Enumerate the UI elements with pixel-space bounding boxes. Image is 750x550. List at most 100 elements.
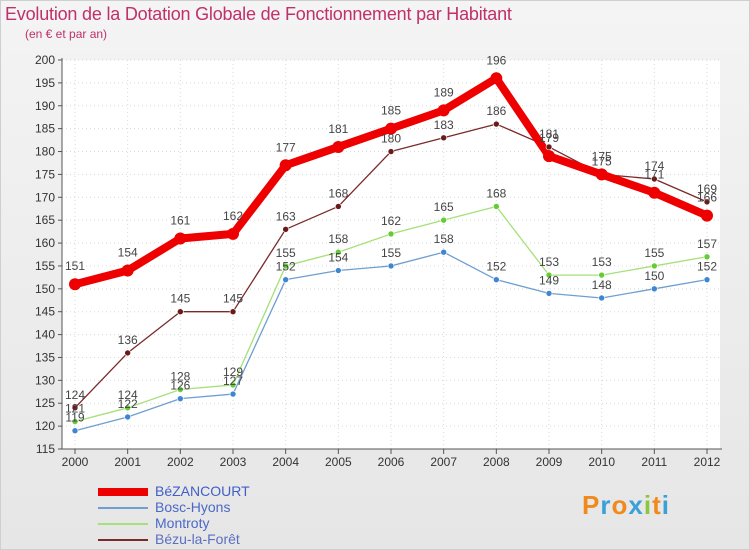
data-point	[335, 267, 342, 274]
logo-letter: o	[611, 490, 629, 520]
data-label: 128	[170, 370, 190, 384]
data-point	[335, 248, 342, 256]
y-tick-label: 155	[35, 259, 55, 273]
data-label: 186	[486, 104, 506, 118]
data-label: 119	[65, 411, 84, 425]
logo-letter: i	[661, 490, 670, 520]
data-point	[703, 253, 711, 261]
y-tick-label: 170	[35, 190, 55, 204]
data-point	[545, 143, 553, 151]
data-label: 122	[118, 397, 138, 411]
data-point	[124, 349, 131, 357]
data-label: 124	[118, 388, 138, 402]
data-label: 152	[486, 260, 506, 274]
y-tick-label: 135	[35, 350, 55, 364]
y-tick-label: 130	[35, 373, 55, 387]
data-label: 196	[486, 53, 506, 67]
x-tick-label: 2012	[694, 455, 721, 469]
data-label: 152	[276, 260, 296, 274]
y-tick-label: 150	[35, 282, 55, 296]
data-point	[545, 271, 553, 279]
legend-swatch	[98, 507, 148, 509]
data-point	[387, 262, 395, 270]
data-label: 145	[223, 292, 243, 306]
x-tick-label: 2011	[641, 455, 667, 469]
data-label: 158	[434, 232, 454, 246]
y-tick-label: 185	[35, 122, 55, 136]
data-point	[229, 390, 237, 398]
data-label: 126	[170, 379, 190, 393]
legend-item[interactable]: Bosc-Hyons	[98, 499, 358, 516]
x-tick-label: 2007	[430, 455, 457, 469]
data-point	[229, 308, 237, 316]
data-label: 162	[223, 209, 243, 223]
data-label: 129	[223, 365, 243, 379]
data-label: 171	[644, 168, 664, 182]
legend-item[interactable]: Montroty	[98, 515, 358, 532]
data-point	[229, 381, 237, 389]
logo-letter: i	[643, 490, 653, 520]
data-point	[598, 294, 605, 302]
data-label: 157	[697, 237, 717, 251]
data-point	[227, 227, 239, 240]
y-tick-label: 160	[35, 236, 55, 250]
legend-swatch	[98, 488, 148, 496]
data-point	[703, 198, 711, 206]
data-label: 121	[65, 402, 85, 416]
data-point	[177, 308, 184, 316]
chart-legend: BéZANCOURT Bosc-Hyons Montroty Bézu-la-F…	[98, 483, 358, 548]
data-point	[282, 262, 289, 270]
data-point	[490, 72, 503, 85]
data-label: 136	[118, 333, 138, 347]
data-point	[493, 276, 500, 283]
data-point	[174, 232, 187, 245]
data-point	[177, 386, 184, 393]
data-point	[437, 104, 450, 117]
x-tick-label: 2006	[378, 455, 405, 469]
data-label: 169	[697, 182, 717, 196]
data-point	[177, 395, 184, 402]
legend-item[interactable]: Bézu-la-Forêt	[98, 531, 358, 548]
y-tick-label: 190	[35, 99, 55, 113]
data-point	[440, 248, 447, 256]
data-point	[279, 159, 292, 172]
data-label: 181	[328, 122, 348, 136]
data-label: 168	[328, 186, 348, 200]
x-tick-label: 2009	[536, 455, 563, 469]
chart-title: Evolution de la Dotation Globale de Fonc…	[5, 4, 512, 24]
data-label: 161	[170, 213, 190, 227]
data-label: 127	[223, 374, 243, 388]
x-tick-label: 2004	[272, 455, 299, 469]
data-point	[71, 427, 79, 434]
data-label: 149	[539, 273, 559, 287]
data-point	[124, 404, 131, 412]
x-tick-label: 2000	[62, 455, 89, 469]
data-label: 168	[486, 186, 506, 200]
data-point	[387, 148, 395, 155]
proxiti-logo: Proxiti	[582, 490, 670, 521]
logo-letter: P	[582, 490, 601, 520]
y-tick-label: 120	[35, 419, 55, 433]
data-point	[335, 203, 342, 210]
y-tick-label: 145	[35, 305, 55, 319]
data-label: 148	[592, 278, 612, 292]
data-label: 150	[644, 269, 664, 283]
data-point	[69, 278, 81, 291]
data-point	[598, 271, 605, 279]
data-label: 145	[170, 292, 190, 306]
x-tick-label: 2008	[483, 455, 510, 469]
data-label: 174	[644, 159, 664, 173]
legend-swatch	[98, 523, 148, 525]
data-point	[595, 168, 608, 181]
data-label: 153	[592, 255, 612, 269]
y-tick-label: 175	[35, 167, 55, 181]
legend-label: Montroty	[155, 515, 210, 531]
data-label: 155	[381, 246, 401, 260]
data-point	[332, 140, 345, 153]
data-label: 152	[697, 260, 717, 274]
legend-item[interactable]: BéZANCOURT	[98, 483, 358, 500]
data-point	[385, 122, 397, 135]
data-label: 154	[328, 251, 348, 265]
y-tick-label: 140	[35, 328, 55, 342]
